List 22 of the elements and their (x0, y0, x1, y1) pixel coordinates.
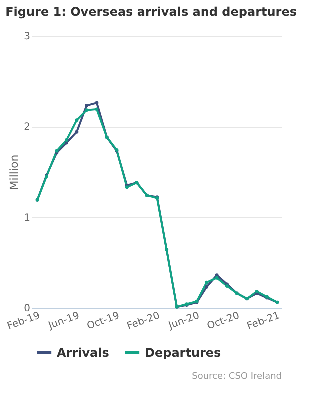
legend-label: Arrivals (57, 346, 110, 360)
y-tick-label: 1 (24, 212, 30, 224)
x-tick-label: Oct-20 (206, 310, 242, 332)
point (205, 280, 209, 284)
y-tick-label: 3 (24, 32, 30, 42)
x-tick-label: Oct-19 (86, 310, 122, 332)
y-axis-title: Million (8, 154, 22, 190)
point (95, 108, 99, 112)
point (205, 285, 209, 289)
point (85, 108, 89, 112)
y-tick-label: 2 (24, 122, 30, 134)
point (85, 104, 89, 108)
legend-label: Departures (145, 346, 222, 360)
point (215, 276, 219, 280)
source-note: Source: CSO Ireland (192, 372, 282, 382)
point (75, 130, 79, 134)
point (95, 101, 99, 105)
point (65, 141, 69, 145)
y-tick-label: 0 (24, 304, 30, 314)
point (65, 138, 69, 142)
chart-title: Figure 1: Overseas arrivals and departures (6, 5, 297, 19)
point (75, 118, 79, 122)
